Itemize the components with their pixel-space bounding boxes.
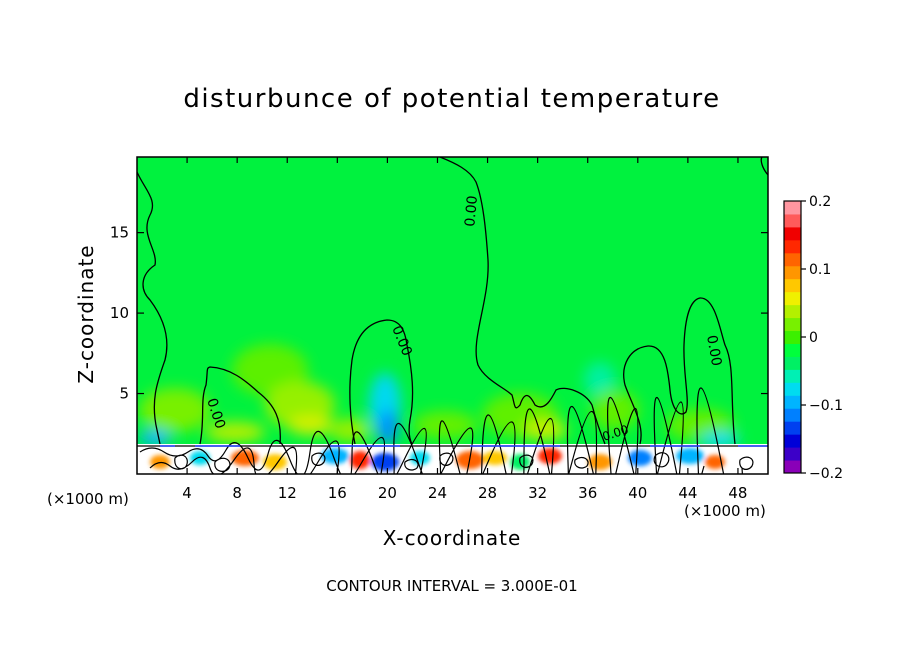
colorbar-swatch	[784, 265, 801, 280]
field-layer	[137, 157, 768, 474]
x-tick-label: 40	[628, 484, 647, 502]
colorbar-swatch	[784, 317, 801, 332]
y-axis: 5 10 15	[110, 224, 768, 403]
zero-contour-right	[760, 157, 768, 176]
y-tick-label: 5	[119, 385, 129, 403]
colorbar-swatch	[784, 395, 801, 409]
zero-contour-44km	[623, 297, 736, 445]
x-tick-label: 28	[478, 484, 497, 502]
contour-label: 0.00	[703, 334, 724, 367]
colorbar-swatch	[784, 239, 801, 254]
colorbar-swatch	[784, 356, 801, 370]
colorbar-swatch	[784, 369, 801, 383]
x-tick-label: 12	[278, 484, 297, 502]
colorbar: 0.2 0.1 0 −0.1 −0.2	[783, 194, 843, 482]
x-tick-label: 44	[678, 484, 697, 502]
y-tick-label: 10	[110, 304, 129, 322]
zero-contour-28km	[439, 157, 606, 445]
x-axis: 4 8 12 16 20 24 28 32 36 40 44 48	[182, 157, 747, 502]
contour-label: 0.00	[462, 195, 481, 227]
colorbar-swatch	[784, 408, 801, 422]
x-tick-label: 4	[182, 484, 192, 502]
colorbar-swatch	[784, 421, 801, 435]
colorbar-tick-label: 0.2	[809, 194, 831, 210]
colorbar-tick-label: 0.1	[809, 262, 831, 278]
x-tick-label: 20	[378, 484, 397, 502]
x-tick-label: 16	[328, 484, 347, 502]
surface-contours	[137, 387, 768, 474]
colorbar-swatch	[784, 382, 801, 396]
chart-title: disturbunce of potential temperature	[183, 84, 721, 114]
colorbar-swatch	[784, 434, 801, 448]
y-axis-label: Z-coordinate	[74, 244, 98, 384]
colorbar-tick-label: −0.2	[809, 466, 843, 482]
contour-interval-note: CONTOUR INTERVAL = 3.000E-01	[326, 577, 578, 595]
colorbar-swatch	[784, 213, 801, 228]
x-axis-label: X-coordinate	[0, 526, 904, 550]
x-tick-label: 36	[578, 484, 597, 502]
colorbar-swatch	[784, 343, 801, 357]
colorbar-swatch	[784, 330, 801, 344]
x-axis-label-text: X-coordinate	[382, 526, 522, 550]
colorbar-swatch	[784, 278, 801, 293]
colorbar-swatch	[784, 226, 801, 241]
x-unit-right: (×1000 m)	[684, 502, 766, 520]
colorbar-swatch	[784, 447, 801, 461]
x-tick-label: 32	[528, 484, 547, 502]
colorbar-swatch	[784, 252, 801, 267]
colorbar-tick-label: 0	[809, 330, 818, 346]
x-tick-label: 24	[428, 484, 447, 502]
colorbar-tick-label: −0.1	[809, 398, 843, 414]
x-unit-left: (×1000 m)	[47, 490, 129, 508]
colorbar-swatch	[784, 291, 801, 306]
zero-contour-20km	[349, 319, 414, 445]
x-tick-label: 8	[232, 484, 242, 502]
colorbar-swatch	[784, 304, 801, 319]
colorbar-swatch	[784, 201, 801, 215]
zero-contour-left	[137, 171, 168, 445]
colorbar-swatch	[784, 460, 801, 474]
plot-frame	[136, 156, 769, 475]
zero-contour-8km	[199, 366, 281, 445]
x-tick-label: 48	[728, 484, 747, 502]
y-tick-label: 15	[110, 224, 129, 242]
